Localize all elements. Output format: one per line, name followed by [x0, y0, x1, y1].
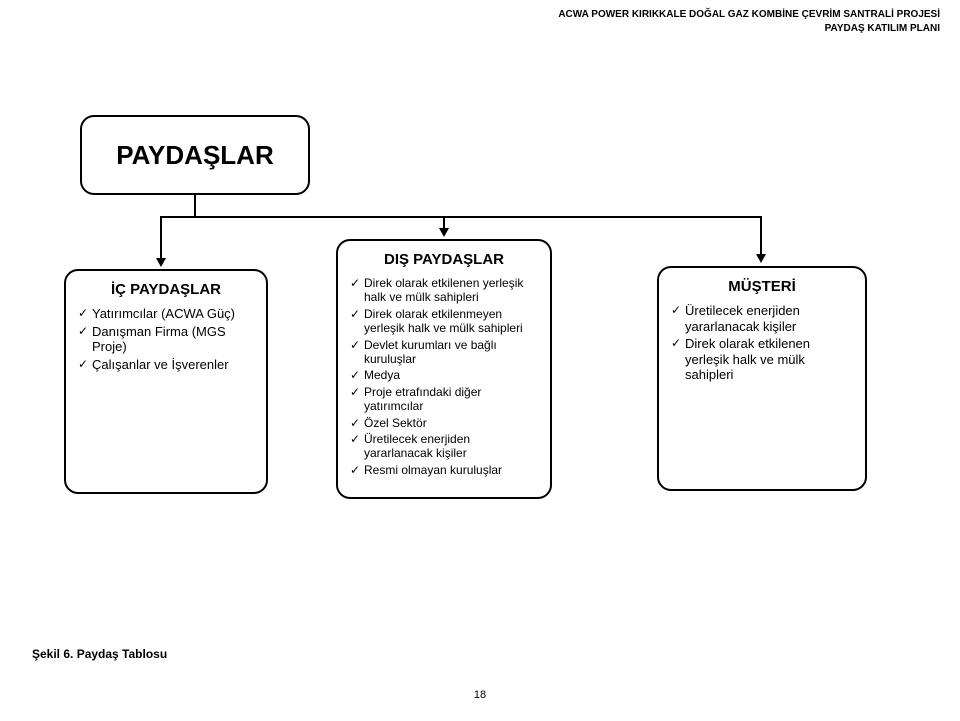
connector-drop-musteri: [760, 216, 762, 254]
page-root: ACWA POWER KIRIKKALE DOĞAL GAZ KOMBİNE Ç…: [0, 0, 960, 721]
connector-drop-ic: [160, 216, 162, 258]
list-item: Direk olarak etkilenen yerleşik halk ve …: [350, 276, 538, 305]
arrow-dis: [439, 228, 449, 237]
list-item: Resmi olmayan kuruluşlar: [350, 463, 538, 477]
child-title-dis: DIŞ PAYDAŞLAR: [350, 251, 538, 268]
child-title-musteri: MÜŞTERİ: [671, 278, 853, 295]
list-item: Çalışanlar ve İşverenler: [78, 357, 254, 373]
list-item: Devlet kurumları ve bağlı kuruluşlar: [350, 338, 538, 367]
list-item: Proje etrafındaki diğer yatırımcılar: [350, 385, 538, 414]
list-item: Üretilecek enerjiden yararlanacak kişile…: [350, 432, 538, 461]
header-line-1: ACWA POWER KIRIKKALE DOĞAL GAZ KOMBİNE Ç…: [558, 8, 940, 22]
page-number: 18: [474, 689, 486, 701]
arrow-ic: [156, 258, 166, 267]
connector-trunk: [194, 195, 196, 217]
child-title-ic: İÇ PAYDAŞLAR: [78, 281, 254, 298]
figure-caption: Şekil 6. Paydaş Tablosu: [32, 647, 167, 661]
list-item: Özel Sektör: [350, 416, 538, 430]
child-box-dis: DIŞ PAYDAŞLAR Direk olarak etkilenen yer…: [336, 239, 552, 499]
child-list-musteri: Üretilecek enerjiden yararlanacak kişile…: [671, 303, 853, 383]
list-item: Yatırımcılar (ACWA Güç): [78, 306, 254, 322]
list-item: Direk olarak etkilenen yerleşik halk ve …: [671, 336, 853, 383]
list-item: Üretilecek enerjiden yararlanacak kişile…: [671, 303, 853, 334]
arrow-musteri: [756, 254, 766, 263]
connector-horizontal: [160, 216, 762, 218]
header-line-2: PAYDAŞ KATILIM PLANI: [558, 22, 940, 36]
root-label: PAYDAŞLAR: [116, 140, 273, 171]
child-box-musteri: MÜŞTERİ Üretilecek enerjiden yararlanaca…: [657, 266, 867, 491]
list-item: Medya: [350, 368, 538, 382]
child-list-ic: Yatırımcılar (ACWA Güç) Danışman Firma (M…: [78, 306, 254, 372]
connector-drop-dis: [443, 216, 445, 228]
list-item: Direk olarak etkilenmeyen yerleşik halk …: [350, 307, 538, 336]
root-node: PAYDAŞLAR: [80, 115, 310, 195]
child-box-ic: İÇ PAYDAŞLAR Yatırımcılar (ACWA Güç) Danı…: [64, 269, 268, 494]
list-item: Danışman Firma (MGS Proje): [78, 324, 254, 355]
child-list-dis: Direk olarak etkilenen yerleşik halk ve …: [350, 276, 538, 477]
page-header: ACWA POWER KIRIKKALE DOĞAL GAZ KOMBİNE Ç…: [558, 8, 940, 35]
